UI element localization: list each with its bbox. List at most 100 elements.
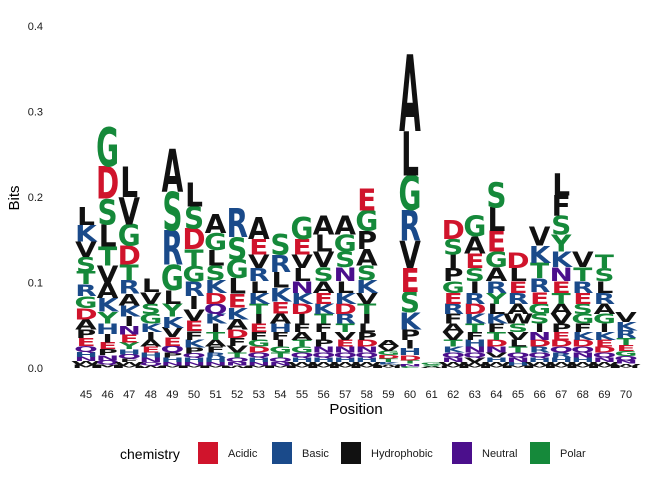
logo-letter: A xyxy=(205,338,228,349)
logo-letter: H xyxy=(182,356,205,363)
logo-letter: K xyxy=(205,276,228,297)
logo-letter: W xyxy=(611,363,642,367)
logo-letter: I xyxy=(297,312,307,327)
logo-letter: K xyxy=(615,320,638,334)
logo-letter: M xyxy=(461,365,489,369)
logo-letter: L xyxy=(142,275,160,297)
logo-letter: K xyxy=(594,330,616,342)
logo-letter: P xyxy=(162,351,183,359)
logo-letter: T xyxy=(444,338,464,349)
logo-letter: H xyxy=(312,356,335,363)
x-tick-label: 63 xyxy=(469,389,481,401)
logo-letter: P xyxy=(184,346,204,356)
logo-letter: Q xyxy=(161,344,185,355)
x-tick-label: 51 xyxy=(209,389,221,401)
logo-letter: T xyxy=(98,242,118,272)
logo-letter: M xyxy=(526,365,554,369)
logo-letter: G xyxy=(571,312,594,327)
logo-letter: T xyxy=(271,351,290,359)
logo-letter: N xyxy=(312,345,335,355)
logo-letter: N xyxy=(398,363,421,367)
logo-letter: N xyxy=(593,356,616,363)
logo-letter: T xyxy=(552,290,572,308)
y-tick-label: 0.1 xyxy=(28,278,43,290)
logo-letter: S xyxy=(508,322,528,336)
logo-letter: V xyxy=(356,290,378,308)
logo-letter: Q xyxy=(290,351,314,359)
logo-letter: R xyxy=(442,301,464,318)
logo-letter: S xyxy=(98,193,118,233)
logo-letter: A xyxy=(334,212,356,242)
logo-letter: I xyxy=(254,312,264,327)
logo-letter: H xyxy=(96,321,119,338)
logo-letter: R xyxy=(486,278,508,297)
logo-letter: F xyxy=(206,345,225,355)
x-tick-label: 67 xyxy=(555,389,567,401)
logo-letter: F xyxy=(228,336,247,348)
x-tick-label: 57 xyxy=(339,389,351,401)
logo-letter: G xyxy=(463,210,486,243)
logo-letter: M xyxy=(504,365,532,369)
logo-letter: K xyxy=(118,303,142,321)
logo-letter: T xyxy=(76,268,95,289)
logo-letter: G xyxy=(139,312,162,327)
logo-letter: W xyxy=(589,361,620,367)
legend-label-acidic: Acidic xyxy=(228,448,258,460)
logo-letter: G xyxy=(291,211,314,246)
logo-letter: D xyxy=(377,354,400,360)
legend: chemistry Acidic Basic Hydrophobic Neutral P… xyxy=(120,442,586,464)
logo-letter: I xyxy=(189,292,199,313)
logo-letter: E xyxy=(595,338,614,349)
x-axis-title: Position xyxy=(329,401,382,418)
logo-letter: H xyxy=(74,350,97,358)
logo-letter: S xyxy=(422,364,442,367)
logo-letter: A xyxy=(313,278,335,297)
logo-letter: G xyxy=(204,229,227,256)
logo-letter: N xyxy=(139,356,162,363)
logo-letter: S xyxy=(400,286,420,319)
logo-letter: D xyxy=(593,345,616,355)
logo-letter: E xyxy=(249,322,268,336)
logo-letter: A xyxy=(140,338,163,349)
logo-letter: L xyxy=(163,287,181,309)
logo-letter: T xyxy=(292,338,312,349)
x-tick-label: 45 xyxy=(80,389,92,401)
logo-letter: Y xyxy=(485,290,507,308)
logo-letter: M xyxy=(569,365,597,369)
logo-letter: N xyxy=(463,345,486,355)
logo-letter: Q xyxy=(139,361,163,367)
logo-letter: A xyxy=(291,330,313,342)
logo-letter: P xyxy=(76,328,96,342)
y-tick-label: 0.2 xyxy=(28,192,43,204)
logo-letter: Q xyxy=(571,345,595,355)
logo-letter: N xyxy=(247,361,270,367)
logo-letter: M xyxy=(482,365,510,369)
logo-letter: E xyxy=(508,278,527,297)
logo-letter: G xyxy=(528,301,551,318)
logo-letter: T xyxy=(249,301,268,318)
logo-letter: E xyxy=(76,336,95,348)
logo-letter: N xyxy=(290,278,313,297)
logo-letter: V xyxy=(486,351,508,359)
x-tick-label: 56 xyxy=(317,389,329,401)
logo-stack-61: ASG xyxy=(420,362,443,368)
x-tick-label: 47 xyxy=(123,389,135,401)
logo-letter: S xyxy=(486,176,506,216)
logo-letter: F xyxy=(120,358,139,364)
logo-letter: V xyxy=(334,330,356,342)
logo-letter: G xyxy=(118,218,141,253)
logo-letter: D xyxy=(550,338,573,349)
logo-letter: S xyxy=(530,312,550,327)
logo-letter: E xyxy=(573,290,592,308)
logo-letter: V xyxy=(464,356,486,363)
logo-letter: P xyxy=(400,327,420,344)
logo-letter: T xyxy=(336,322,356,336)
logo-letter: E xyxy=(465,249,484,273)
logo-letter: W xyxy=(351,361,382,367)
logo-letter: N xyxy=(550,263,573,285)
